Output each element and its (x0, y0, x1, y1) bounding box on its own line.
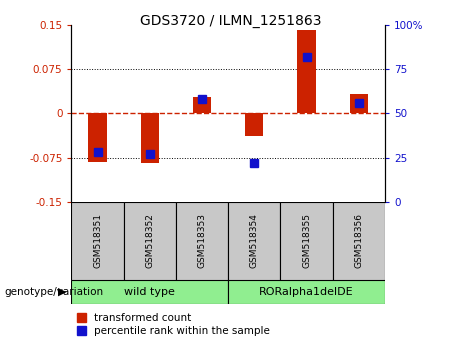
Bar (297, 29, 316, 113)
Bar (124, 202, 176, 280)
Bar (89, 113, 106, 162)
Legend: transformed count, percentile rank within the sample: transformed count, percentile rank withi… (77, 313, 270, 336)
Bar (228, 202, 280, 280)
Text: ▶: ▶ (58, 287, 66, 297)
Bar (280, 202, 333, 280)
Text: wild type: wild type (124, 287, 175, 297)
Text: GSM518353: GSM518353 (198, 213, 207, 268)
Bar (141, 113, 159, 164)
Text: RORalpha1delDE: RORalpha1delDE (259, 287, 354, 297)
Text: GSM518354: GSM518354 (250, 213, 259, 268)
Text: GSM518352: GSM518352 (145, 213, 154, 268)
Bar (245, 113, 264, 136)
Bar (349, 95, 368, 113)
Bar (71, 280, 228, 304)
Bar (71, 202, 124, 280)
Bar (333, 202, 385, 280)
Text: GSM518356: GSM518356 (355, 213, 363, 268)
Bar (193, 97, 211, 113)
Bar (176, 202, 228, 280)
Text: GSM518355: GSM518355 (302, 213, 311, 268)
Bar (228, 280, 385, 304)
Text: GSM518351: GSM518351 (93, 213, 102, 268)
Text: genotype/variation: genotype/variation (5, 287, 104, 297)
Text: GDS3720 / ILMN_1251863: GDS3720 / ILMN_1251863 (140, 14, 321, 28)
